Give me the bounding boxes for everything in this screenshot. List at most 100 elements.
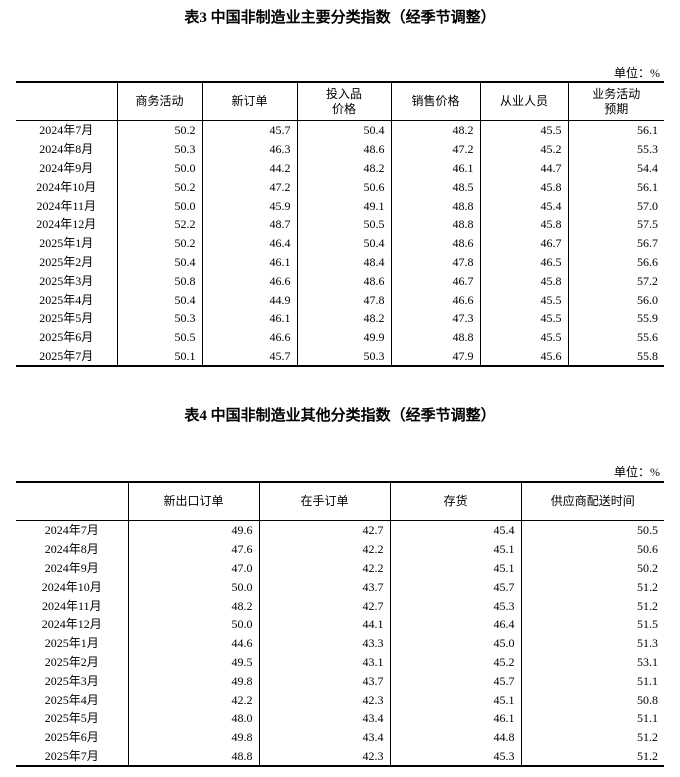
table-row: 2024年12月 50.0 44.1 46.4 51.5 — [16, 614, 664, 634]
cell-value: 48.2 — [127, 596, 259, 615]
row-label: 2024年10月 — [41, 579, 102, 594]
cell-value: 51.1 — [520, 708, 664, 728]
table4-unit: 单位：% — [614, 465, 660, 479]
table3: 商务活动 新订单 投入品 价格 销售价格 从业人员 业务活动 预期 2024年7月 50.2 45.… — [16, 81, 664, 368]
cell-value: 48.5 — [390, 177, 480, 197]
cell-value: 50.8 — [520, 690, 664, 709]
cell-value: 45.1 — [389, 539, 521, 559]
table-row: 2025年4月 50.4 44.9 47.8 46.6 45.5 56.0 — [16, 290, 664, 309]
table-row: 2025年2月 50.4 46.1 48.4 47.8 46.5 56.6 — [16, 252, 664, 272]
row-label: 2025年5月 — [44, 711, 99, 726]
cell-value: 51.2 — [520, 746, 664, 767]
cell-value: 56.0 — [567, 290, 664, 309]
row-label: 2025年1月 — [44, 636, 99, 651]
cell-value: 48.6 — [390, 233, 480, 253]
cell-value: 43.3 — [258, 633, 390, 653]
cell-value: 48.6 — [296, 271, 391, 291]
cell-value: 45.8 — [479, 214, 568, 234]
cell-value: 55.6 — [567, 327, 664, 347]
cell-value: 55.9 — [567, 308, 664, 328]
row-label: 2025年2月 — [39, 254, 94, 269]
row-label: 2025年1月 — [39, 236, 94, 251]
cell-value: 48.8 — [390, 327, 480, 347]
cell-value: 44.2 — [201, 158, 297, 178]
cell-value: 46.4 — [389, 614, 521, 634]
cell-value: 45.7 — [389, 577, 521, 597]
cell-value: 50.0 — [127, 577, 259, 597]
table-row: 2024年10月 50.0 43.7 45.7 51.2 — [16, 577, 664, 597]
column-header: 在手订单 — [258, 482, 390, 521]
table-row: 2024年9月 50.0 44.2 48.2 46.1 44.7 54.4 — [16, 158, 664, 178]
table-row: 2024年7月 50.2 45.7 50.4 48.2 45.5 56.1 — [16, 120, 664, 140]
cell-value: 45.4 — [479, 196, 568, 215]
table3-unit: 单位：% — [614, 66, 660, 80]
cell-value: 45.1 — [389, 690, 521, 709]
cell-value: 46.1 — [389, 708, 521, 728]
cell-value: 48.2 — [296, 158, 391, 178]
table-row: 2025年7月 50.1 45.7 50.3 47.9 45.6 55.8 — [16, 346, 664, 367]
row-label: 2024年12月 — [41, 617, 102, 632]
cell-value: 50.2 — [116, 177, 202, 197]
column-header: 投入品 价格 — [296, 82, 391, 121]
cell-value: 50.0 — [116, 158, 202, 178]
cell-value: 47.0 — [127, 558, 259, 578]
cell-value: 56.1 — [567, 120, 664, 140]
row-label: 2025年4月 — [44, 692, 99, 707]
row-label: 2025年6月 — [39, 330, 94, 345]
row-label: 2025年5月 — [39, 311, 94, 326]
cell-value: 47.9 — [390, 346, 480, 367]
row-label: 2024年7月 — [39, 123, 94, 138]
cell-value: 47.8 — [296, 290, 391, 309]
cell-value: 55.8 — [567, 346, 664, 367]
table-row: 2024年8月 47.6 42.2 45.1 50.6 — [16, 539, 664, 559]
cell-value: 48.7 — [201, 214, 297, 234]
cell-value: 53.1 — [520, 652, 664, 672]
table-row: 2025年5月 48.0 43.4 46.1 51.1 — [16, 708, 664, 728]
cell-value: 46.1 — [201, 252, 297, 272]
cell-value: 46.4 — [201, 233, 297, 253]
cell-value: 56.7 — [567, 233, 664, 253]
cell-value: 50.0 — [116, 196, 202, 215]
cell-value: 50.4 — [296, 120, 391, 140]
cell-value: 56.1 — [567, 177, 664, 197]
table-row: 2025年2月 49.5 43.1 45.2 53.1 — [16, 652, 664, 672]
cell-value: 50.3 — [296, 346, 391, 367]
cell-value: 42.7 — [258, 596, 390, 615]
table-row: 2025年5月 50.3 46.1 48.2 47.3 45.5 55.9 — [16, 308, 664, 328]
cell-value: 42.2 — [127, 690, 259, 709]
table-row: 2024年11月 50.0 45.9 49.1 48.8 45.4 57.0 — [16, 196, 664, 215]
table-row: 2025年6月 50.5 46.6 49.9 48.8 45.5 55.6 — [16, 327, 664, 347]
cell-value: 43.4 — [258, 727, 390, 747]
row-label: 2024年9月 — [44, 560, 99, 575]
cell-value: 50.2 — [520, 558, 664, 578]
cell-value: 42.7 — [258, 520, 390, 540]
cell-value: 51.2 — [520, 727, 664, 747]
column-header: 供应商配送时间 — [520, 482, 664, 521]
table-row: 2024年12月 52.2 48.7 50.5 48.8 45.8 57.5 — [16, 214, 664, 234]
table-row: 2025年3月 50.8 46.6 48.6 46.7 45.8 57.2 — [16, 271, 664, 291]
header-row: 商务活动 新订单 投入品 价格 销售价格 从业人员 业务活动 预期 — [16, 82, 664, 121]
cell-value: 45.3 — [389, 596, 521, 615]
column-header: 业务活动 预期 — [567, 82, 664, 121]
row-label: 2024年11月 — [36, 198, 97, 213]
header-row: 新出口订单 在手订单 存货 供应商配送时间 — [16, 482, 664, 521]
cell-value: 44.6 — [127, 633, 259, 653]
cell-value: 50.2 — [116, 233, 202, 253]
cell-value: 45.2 — [479, 139, 568, 159]
cell-value: 45.5 — [479, 327, 568, 347]
cell-value: 50.2 — [116, 120, 202, 140]
cell-value: 51.2 — [520, 596, 664, 615]
cell-value: 56.6 — [567, 252, 664, 272]
cell-value: 44.7 — [479, 158, 568, 178]
table-row: 2024年10月 50.2 47.2 50.6 48.5 45.8 56.1 — [16, 177, 664, 197]
row-label: 2025年2月 — [44, 654, 99, 669]
cell-value: 50.4 — [296, 233, 391, 253]
cell-value: 50.6 — [296, 177, 391, 197]
cell-value: 51.2 — [520, 577, 664, 597]
cell-value: 45.8 — [479, 271, 568, 291]
cell-value: 47.8 — [390, 252, 480, 272]
cell-value: 48.4 — [296, 252, 391, 272]
cell-value: 43.1 — [258, 652, 390, 672]
cell-value: 57.0 — [567, 196, 664, 215]
row-label: 2025年7月 — [39, 348, 94, 363]
